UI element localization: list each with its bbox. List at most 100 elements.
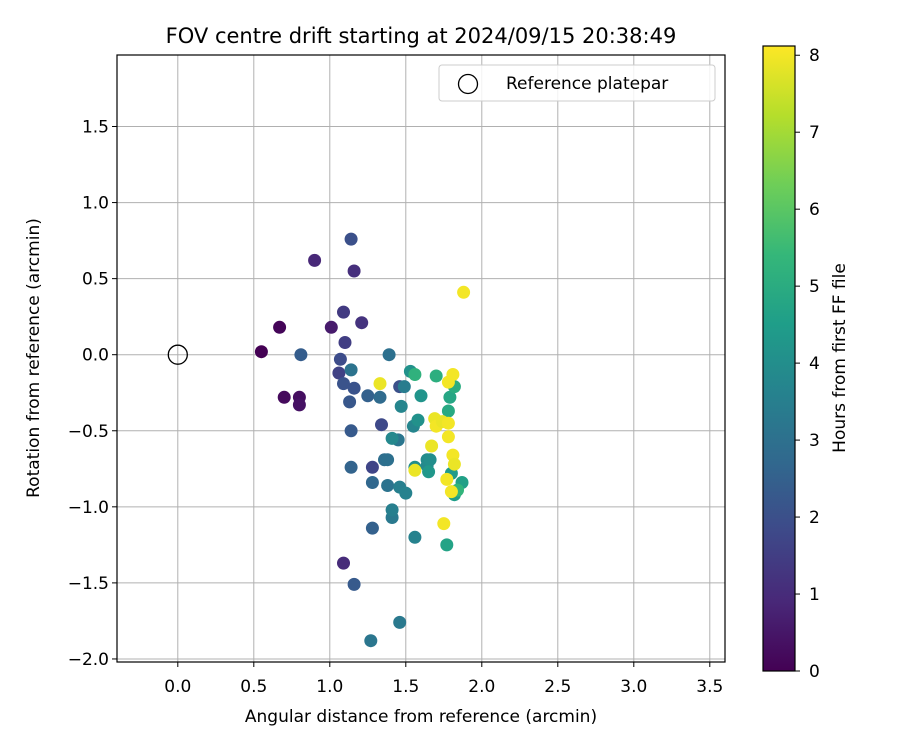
data-point-59 xyxy=(441,404,455,418)
data-point-9 xyxy=(355,316,369,330)
y-tick-label: 1.0 xyxy=(82,194,109,214)
data-point-30 xyxy=(381,453,395,467)
data-point-42 xyxy=(408,530,422,544)
data-point-24 xyxy=(365,521,379,535)
data-point-33 xyxy=(344,363,358,377)
plot-background xyxy=(117,55,725,662)
data-point-48 xyxy=(423,453,437,467)
legend: Reference platepar xyxy=(438,64,716,102)
reference-marker-layer xyxy=(167,344,188,365)
data-point-2 xyxy=(277,390,291,404)
x-tick-label: 0.5 xyxy=(240,677,267,697)
data-point-28 xyxy=(373,390,387,404)
data-point-41 xyxy=(399,486,413,500)
data-point-25 xyxy=(361,389,375,403)
data-point-73 xyxy=(425,439,439,453)
data-point-19 xyxy=(347,381,361,395)
data-point-65 xyxy=(373,377,387,391)
y-axis-ticks: −2.0 −1.5 −1.0 −0.5 0.0 0.5 1.0 1.5 xyxy=(68,118,117,670)
y-tick-label: −1.0 xyxy=(68,498,109,518)
data-point-23 xyxy=(294,348,308,362)
data-point-13 xyxy=(365,460,379,474)
colorbar-tick-label: 5 xyxy=(809,277,820,297)
x-tick-label: 0.0 xyxy=(164,677,191,697)
plot-frame xyxy=(116,54,726,663)
x-axis-ticks: 0.0 0.5 1.0 1.5 2.0 2.5 3.0 3.5 xyxy=(164,662,723,697)
reference-platepar-marker xyxy=(167,344,188,365)
data-point-75 xyxy=(447,457,461,471)
data-point-79 xyxy=(408,463,422,477)
x-axis-label: Angular distance from reference (arcmin) xyxy=(245,707,597,727)
colorbar-tick-label: 8 xyxy=(809,46,820,66)
data-point-26 xyxy=(344,460,358,474)
y-tick-label: −0.5 xyxy=(68,422,109,442)
data-point-62 xyxy=(408,368,422,381)
legend-marker-circle xyxy=(457,73,479,95)
colorbar-label: Hours from first FF file xyxy=(830,263,850,453)
data-point-1 xyxy=(273,320,287,334)
data-point-45 xyxy=(385,431,399,445)
data-point-52 xyxy=(414,389,428,403)
y-tick-label: −2.0 xyxy=(68,650,109,670)
colorbar-tick-label: 1 xyxy=(809,585,820,605)
data-point-39 xyxy=(385,503,399,517)
data-point-6 xyxy=(308,253,322,267)
data-point-22 xyxy=(347,577,361,591)
x-tick-label: 2.5 xyxy=(544,677,571,697)
colorbar-tick-label: 0 xyxy=(809,662,820,682)
data-point-50 xyxy=(411,413,425,427)
y-tick-label: 1.5 xyxy=(82,118,109,138)
x-tick-label: 2.0 xyxy=(468,677,495,697)
data-point-71 xyxy=(441,416,455,430)
data-point-43 xyxy=(394,399,408,413)
data-point-7 xyxy=(337,556,350,570)
data-point-77 xyxy=(444,485,458,499)
y-tick-label: 0.0 xyxy=(82,346,109,366)
data-point-31 xyxy=(382,348,396,362)
data-point-12 xyxy=(332,366,346,380)
data-point-64 xyxy=(457,285,471,299)
data-point-61 xyxy=(429,369,443,383)
data-point-10 xyxy=(337,305,350,319)
data-point-21 xyxy=(344,424,358,438)
data-point-16 xyxy=(344,232,358,246)
data-point-32 xyxy=(381,479,395,492)
legend-entry-reference-platepar: Reference platepar xyxy=(506,74,668,94)
data-point-14 xyxy=(375,418,388,432)
colorbar-frame xyxy=(762,45,796,672)
x-tick-label: 1.0 xyxy=(316,677,343,697)
y-tick-label: 0.5 xyxy=(82,270,109,290)
colorbar-tick-label: 4 xyxy=(809,354,820,374)
data-points xyxy=(254,232,471,648)
data-point-58 xyxy=(443,390,457,404)
y-axis-label: Rotation from reference (arcmin) xyxy=(24,218,44,498)
colorbar-tick-label: 3 xyxy=(809,431,820,451)
x-tick-label: 3.0 xyxy=(620,677,647,697)
data-point-67 xyxy=(441,375,455,389)
colorbar: 0 1 2 3 4 5 6 7 8 Hours from first FF file xyxy=(762,45,850,682)
data-point-18 xyxy=(337,377,350,391)
data-point-0 xyxy=(254,345,268,359)
plot-area: 0.0 0.5 1.0 1.5 2.0 2.5 3.0 3.5 −2.0 −1.5 −1.0 −0.… xyxy=(68,54,726,697)
data-point-78 xyxy=(437,517,451,531)
colorbar-gradient xyxy=(763,46,795,671)
grid-lines xyxy=(117,55,725,662)
data-point-38 xyxy=(397,380,411,394)
chart-title: FOV centre drift starting at 2024/09/15 … xyxy=(166,24,677,48)
data-point-35 xyxy=(364,634,378,648)
legend-box xyxy=(438,64,716,102)
colorbar-tick-label: 2 xyxy=(809,508,820,528)
data-point-5 xyxy=(324,320,338,334)
y-tick-label: −1.5 xyxy=(68,574,109,594)
colorbar-tick-label: 7 xyxy=(809,123,820,143)
colorbar-tick-label: 6 xyxy=(809,200,820,220)
x-tick-label: 1.5 xyxy=(392,677,419,697)
data-point-27 xyxy=(365,476,379,489)
data-point-57 xyxy=(440,538,454,552)
x-tick-label: 3.5 xyxy=(696,677,723,697)
data-point-53 xyxy=(422,465,436,479)
data-point-15 xyxy=(333,352,347,366)
data-point-72 xyxy=(441,430,455,444)
data-point-8 xyxy=(347,264,361,278)
